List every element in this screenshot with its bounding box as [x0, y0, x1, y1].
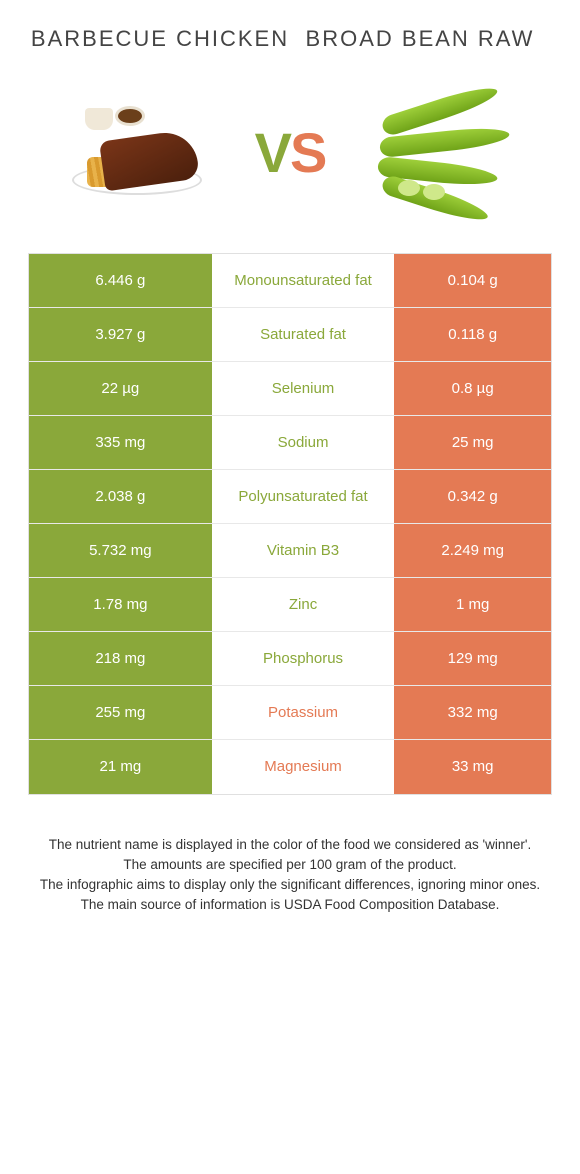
footer-line: The infographic aims to display only the… [30, 875, 550, 895]
vs-label: VS [255, 120, 326, 185]
value-left: 1.78 mg [29, 578, 212, 631]
table-row: 5.732 mgVitamin B32.249 mg [29, 524, 551, 578]
value-right: 25 mg [394, 416, 551, 469]
title-left: BARBECUE CHICKEN [30, 25, 290, 53]
title-right: BROAD BEAN RAW [290, 25, 550, 53]
value-right: 332 mg [394, 686, 551, 739]
table-row: 1.78 mgZinc1 mg [29, 578, 551, 632]
table-row: 22 µgSelenium0.8 µg [29, 362, 551, 416]
header: BARBECUE CHICKEN BROAD BEAN RAW [0, 0, 580, 63]
footer-line: The amounts are specified per 100 gram o… [30, 855, 550, 875]
value-right: 0.118 g [394, 308, 551, 361]
table-row: 255 mgPotassium332 mg [29, 686, 551, 740]
value-right: 0.8 µg [394, 362, 551, 415]
value-right: 2.249 mg [394, 524, 551, 577]
nutrition-table: 6.446 gMonounsaturated fat0.104 g3.927 g… [28, 253, 552, 795]
value-left: 22 µg [29, 362, 212, 415]
value-left: 21 mg [29, 740, 212, 794]
table-row: 335 mgSodium25 mg [29, 416, 551, 470]
value-left: 5.732 mg [29, 524, 212, 577]
value-right: 0.104 g [394, 254, 551, 307]
table-row: 6.446 gMonounsaturated fat0.104 g [29, 254, 551, 308]
value-left: 6.446 g [29, 254, 212, 307]
nutrient-name: Selenium [212, 362, 395, 415]
table-row: 3.927 gSaturated fat0.118 g [29, 308, 551, 362]
broad-bean-image [368, 93, 518, 213]
value-right: 129 mg [394, 632, 551, 685]
table-row: 21 mgMagnesium33 mg [29, 740, 551, 794]
value-right: 0.342 g [394, 470, 551, 523]
barbecue-chicken-image [62, 93, 212, 213]
nutrient-name: Polyunsaturated fat [212, 470, 395, 523]
table-row: 218 mgPhosphorus129 mg [29, 632, 551, 686]
table-row: 2.038 gPolyunsaturated fat0.342 g [29, 470, 551, 524]
value-left: 218 mg [29, 632, 212, 685]
value-left: 3.927 g [29, 308, 212, 361]
value-left: 255 mg [29, 686, 212, 739]
value-right: 33 mg [394, 740, 551, 794]
footer-line: The nutrient name is displayed in the co… [30, 835, 550, 855]
nutrient-name: Potassium [212, 686, 395, 739]
nutrient-name: Sodium [212, 416, 395, 469]
footer-notes: The nutrient name is displayed in the co… [0, 795, 580, 946]
nutrient-name: Phosphorus [212, 632, 395, 685]
value-left: 2.038 g [29, 470, 212, 523]
nutrient-name: Zinc [212, 578, 395, 631]
value-right: 1 mg [394, 578, 551, 631]
nutrient-name: Magnesium [212, 740, 395, 794]
footer-line: The main source of information is USDA F… [30, 895, 550, 915]
nutrient-name: Monounsaturated fat [212, 254, 395, 307]
nutrient-name: Saturated fat [212, 308, 395, 361]
value-left: 335 mg [29, 416, 212, 469]
nutrient-name: Vitamin B3 [212, 524, 395, 577]
images-row: VS [0, 63, 580, 253]
vs-v: V [255, 121, 290, 184]
vs-s: S [290, 121, 325, 184]
